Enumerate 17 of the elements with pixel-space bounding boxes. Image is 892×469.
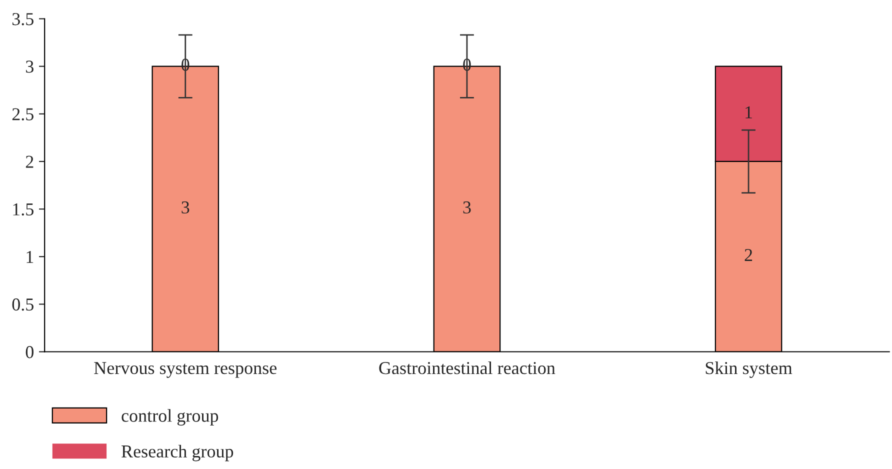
y-tick-label: 1.5 [13,203,34,216]
data-label: 1 [746,106,752,118]
y-tick-label: 3 [26,60,34,73]
x-tick-label: Skin system [706,361,792,378]
data-label: 3 [463,201,471,214]
data-label: 3 [182,201,190,214]
y-tick-label: 0 [26,346,34,358]
x-tick-label: Gastrointestinal reaction [379,361,556,374]
y-tick-label: 2.5 [12,108,34,120]
x-tick-label: Nervous system response [94,362,277,378]
y-tick-label: 3.5 [12,13,34,26]
y-tick-label: 2 [26,156,34,168]
y-tick-label: 0.5 [12,298,34,311]
legend-label: Research group [122,444,234,462]
legend-label: control group [122,409,218,426]
data-label: 2 [744,248,752,261]
y-tick-label: 1 [26,250,34,263]
